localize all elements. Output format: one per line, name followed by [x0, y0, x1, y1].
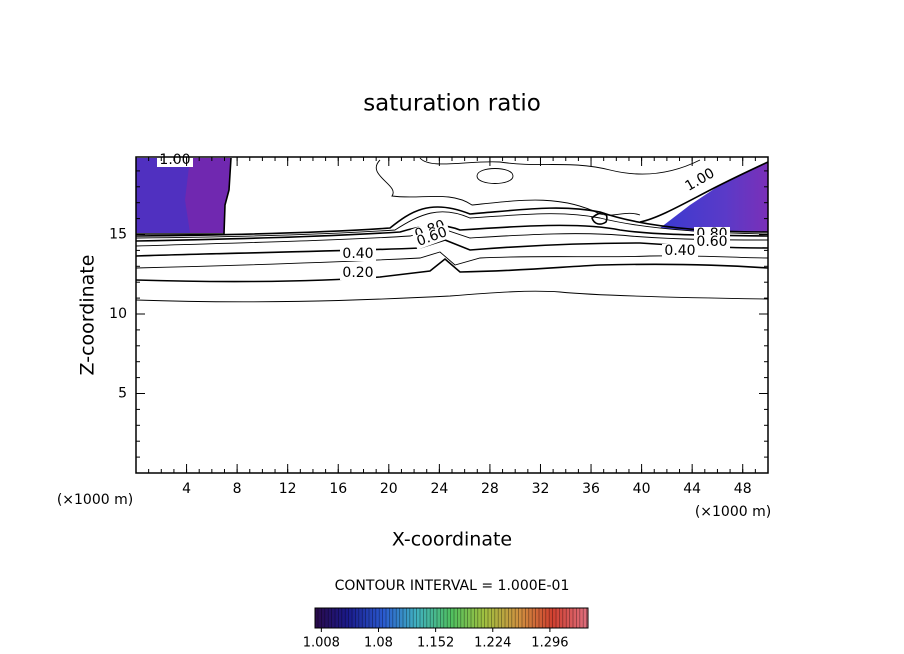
contour-label-bg	[694, 235, 730, 249]
contour-label: 0.20	[342, 265, 373, 281]
chart-title: saturation ratio	[363, 91, 541, 117]
colorbar-tick-label: 1.008	[303, 636, 340, 651]
contour-label-bg	[662, 244, 698, 258]
x-tick-label: 4	[182, 481, 191, 497]
contour-line	[135, 211, 769, 239]
contour-label-bg	[340, 266, 376, 280]
contour-interval: CONTOUR INTERVAL = 1.000E-01	[335, 578, 570, 594]
colorbar	[314, 607, 589, 629]
y-tick-label: 15	[109, 227, 127, 243]
contour-line	[136, 157, 232, 235]
contour-label-bg	[680, 164, 720, 196]
contour-line	[135, 224, 769, 242]
contour-label: 0.40	[342, 246, 373, 262]
contour-label: 0.60	[696, 234, 727, 250]
x-tick-label: 36	[582, 481, 600, 497]
colorbar-tick-label: 1.296	[531, 636, 568, 651]
contour-label: 0.40	[664, 243, 695, 259]
x-tick-label: 28	[481, 481, 499, 497]
contour-line	[135, 227, 769, 247]
filled-region	[660, 162, 768, 232]
x-unit: (×1000 m)	[57, 492, 133, 508]
x-tick-label: 44	[683, 481, 701, 497]
contour-line	[135, 290, 769, 303]
contour-label: 1.00	[159, 152, 190, 168]
contour-line	[135, 257, 769, 283]
x-axis-title: X-coordinate	[392, 529, 512, 551]
x-tick-label: 20	[380, 481, 398, 497]
x-tick-label: 16	[329, 481, 347, 497]
y-axis-title: Z-coordinate	[77, 255, 99, 376]
x-tick-label: 40	[633, 481, 651, 497]
contour-line	[476, 168, 514, 184]
x-tick-label: 24	[430, 481, 448, 497]
contour-line	[419, 157, 701, 175]
contour-line	[639, 161, 769, 223]
y-tick-label: 5	[118, 386, 127, 402]
filled-region	[136, 158, 190, 233]
y-tick-label: 10	[109, 306, 127, 322]
contour-line	[591, 212, 608, 225]
contour-line	[135, 206, 769, 237]
plot-frame	[135, 156, 769, 474]
x-unit: (×1000 m)	[695, 504, 771, 520]
contour-label-bg	[412, 224, 452, 250]
colorbar-tick-label: 1.08	[364, 636, 393, 651]
colorbar-tick-label: 1.224	[474, 636, 511, 651]
x-tick-label: 32	[532, 481, 550, 497]
x-tick-label: 12	[279, 481, 297, 497]
contour-label-bg	[340, 247, 376, 261]
colorbar-tick-label: 1.152	[417, 636, 454, 651]
x-tick-label: 8	[233, 481, 242, 497]
x-tick-label: 48	[734, 481, 752, 497]
